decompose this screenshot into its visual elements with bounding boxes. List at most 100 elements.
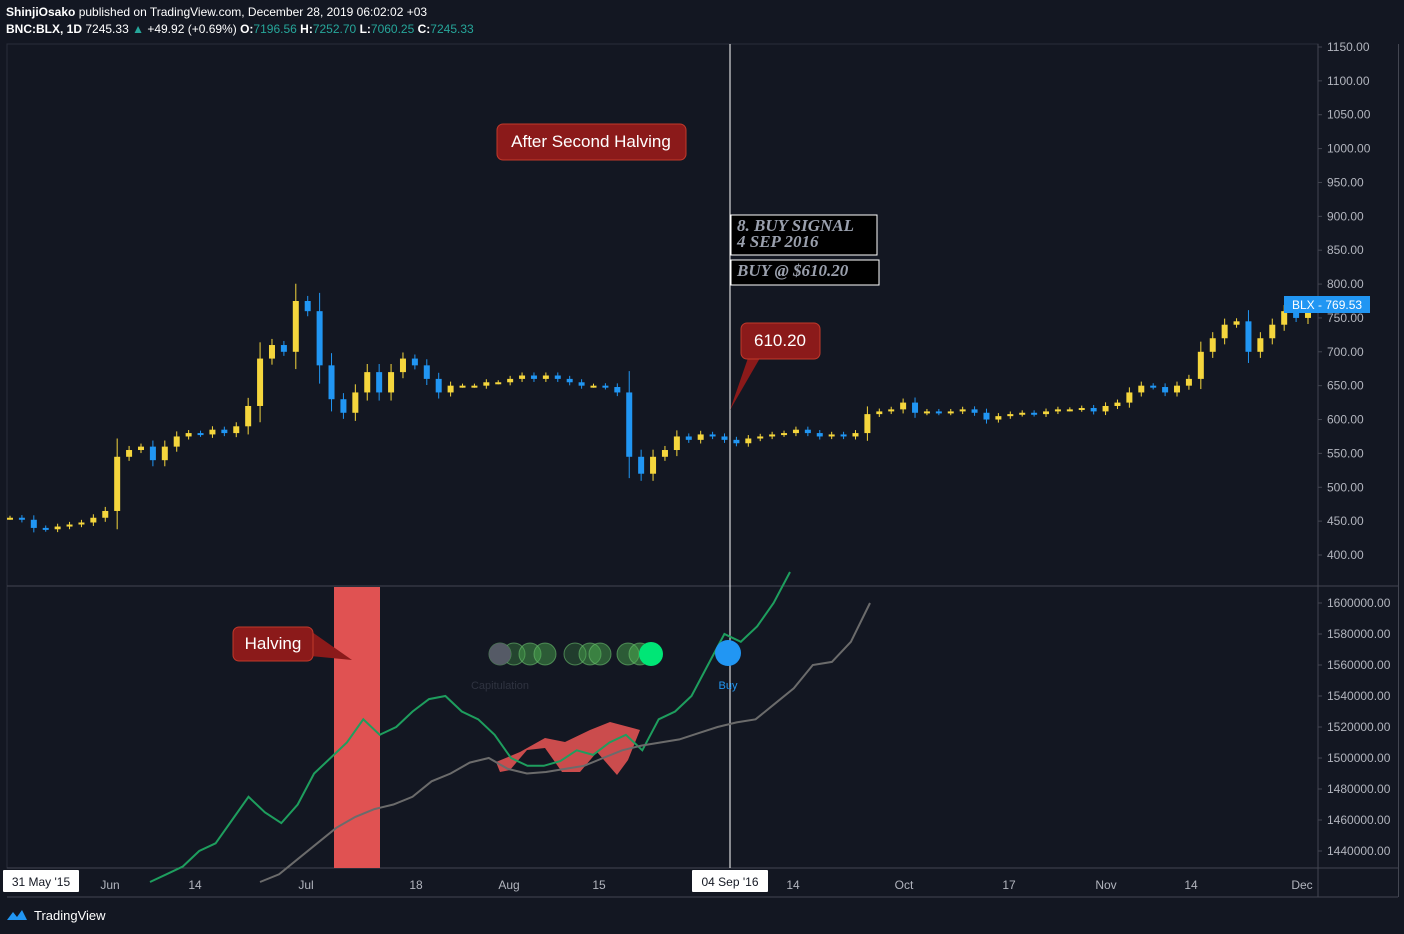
- candle[interactable]: [364, 372, 371, 393]
- candle[interactable]: [507, 378, 514, 383]
- candle[interactable]: [411, 358, 418, 366]
- candle[interactable]: [1090, 408, 1097, 412]
- candle[interactable]: [376, 372, 383, 393]
- candle[interactable]: [1221, 324, 1228, 339]
- candle[interactable]: [1245, 321, 1252, 352]
- candle[interactable]: [78, 522, 85, 525]
- candle[interactable]: [1150, 385, 1157, 388]
- tradingview-footer[interactable]: TradingView: [6, 904, 106, 926]
- candle[interactable]: [42, 527, 49, 530]
- candle[interactable]: [495, 382, 502, 385]
- candle[interactable]: [709, 434, 716, 437]
- candle[interactable]: [733, 439, 740, 444]
- candle[interactable]: [912, 402, 919, 413]
- candle[interactable]: [447, 385, 454, 393]
- candle[interactable]: [1126, 392, 1133, 403]
- candle[interactable]: [816, 433, 823, 437]
- candle[interactable]: [935, 411, 942, 414]
- candle[interactable]: [471, 385, 478, 388]
- candle[interactable]: [483, 382, 490, 386]
- candle[interactable]: [149, 446, 156, 461]
- candle[interactable]: [1197, 351, 1204, 379]
- candle[interactable]: [1066, 409, 1073, 412]
- candle[interactable]: [530, 375, 537, 379]
- candle[interactable]: [1114, 402, 1121, 406]
- candle[interactable]: [268, 345, 275, 359]
- candle[interactable]: [757, 436, 764, 439]
- candle[interactable]: [435, 378, 442, 393]
- candle[interactable]: [864, 414, 871, 434]
- candle[interactable]: [459, 385, 466, 388]
- candle[interactable]: [161, 446, 168, 461]
- candle[interactable]: [888, 409, 895, 412]
- candle[interactable]: [626, 392, 633, 457]
- candle[interactable]: [126, 450, 133, 457]
- candle[interactable]: [137, 446, 144, 451]
- candle[interactable]: [983, 412, 990, 420]
- candle[interactable]: [769, 434, 776, 437]
- candle[interactable]: [1138, 385, 1145, 393]
- candle[interactable]: [566, 378, 573, 383]
- candle[interactable]: [18, 517, 25, 520]
- candle[interactable]: [102, 510, 109, 518]
- candle[interactable]: [257, 358, 264, 406]
- candle[interactable]: [1078, 408, 1085, 411]
- candle[interactable]: [1019, 412, 1026, 415]
- candle[interactable]: [840, 434, 847, 437]
- candle[interactable]: [1209, 338, 1216, 352]
- candle[interactable]: [304, 301, 311, 312]
- candle[interactable]: [673, 436, 680, 451]
- candle[interactable]: [828, 434, 835, 437]
- candle[interactable]: [66, 524, 73, 527]
- candle[interactable]: [1257, 338, 1264, 352]
- candle[interactable]: [697, 434, 704, 440]
- candle[interactable]: [30, 519, 37, 528]
- candle[interactable]: [90, 517, 97, 523]
- candle[interactable]: [1269, 324, 1276, 339]
- candle[interactable]: [661, 450, 668, 457]
- candle[interactable]: [578, 382, 585, 386]
- candle[interactable]: [292, 301, 299, 352]
- candle[interactable]: [602, 385, 609, 388]
- candle[interactable]: [804, 429, 811, 434]
- candle[interactable]: [554, 375, 561, 379]
- author-name[interactable]: ShinjiOsako: [6, 5, 76, 19]
- candle[interactable]: [519, 375, 526, 379]
- candle[interactable]: [173, 436, 180, 447]
- candle[interactable]: [7, 517, 13, 520]
- candle[interactable]: [316, 311, 323, 366]
- candle[interactable]: [542, 375, 549, 379]
- candle[interactable]: [590, 385, 597, 388]
- candle[interactable]: [1007, 414, 1014, 417]
- candle[interactable]: [221, 429, 228, 434]
- candle[interactable]: [1031, 412, 1038, 415]
- symbol-label[interactable]: BNC:BLX, 1D: [6, 22, 83, 36]
- candle[interactable]: [995, 416, 1002, 420]
- candle[interactable]: [185, 433, 192, 437]
- candle[interactable]: [233, 426, 240, 434]
- candle[interactable]: [792, 429, 799, 434]
- candle[interactable]: [923, 411, 930, 414]
- candle[interactable]: [1293, 311, 1300, 318]
- candle[interactable]: [197, 433, 204, 436]
- candle[interactable]: [781, 433, 788, 436]
- candle[interactable]: [388, 372, 395, 393]
- candle[interactable]: [638, 456, 645, 474]
- candle[interactable]: [1281, 311, 1288, 325]
- candle[interactable]: [959, 409, 966, 412]
- candle[interactable]: [685, 436, 692, 440]
- candle[interactable]: [399, 358, 406, 373]
- candle[interactable]: [352, 392, 359, 413]
- candle[interactable]: [721, 436, 728, 440]
- candle[interactable]: [280, 345, 287, 352]
- candle[interactable]: [328, 365, 335, 400]
- candle[interactable]: [650, 456, 657, 474]
- candle[interactable]: [423, 365, 430, 379]
- candle[interactable]: [54, 526, 61, 530]
- candle[interactable]: [1185, 378, 1192, 386]
- candle[interactable]: [1162, 387, 1169, 393]
- candle[interactable]: [1043, 411, 1050, 415]
- candle[interactable]: [852, 433, 859, 437]
- candle[interactable]: [1054, 409, 1061, 412]
